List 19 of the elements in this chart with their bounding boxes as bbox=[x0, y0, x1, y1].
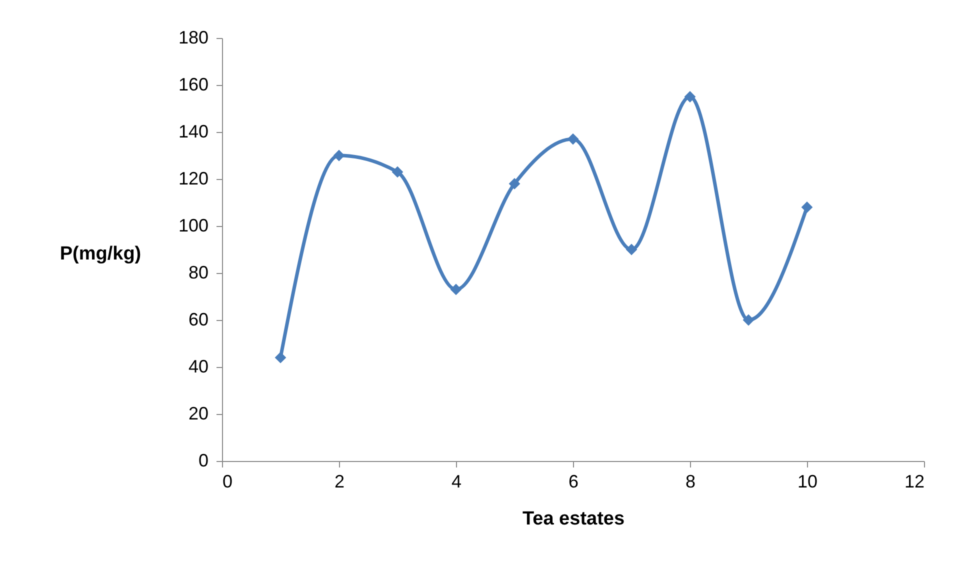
y-tick-label: 180 bbox=[178, 28, 208, 48]
x-tick-label: 8 bbox=[685, 472, 696, 492]
x-axis-title: Tea estates bbox=[522, 508, 625, 530]
x-tick-label: 0 bbox=[222, 472, 233, 492]
y-tick-label: 100 bbox=[178, 216, 208, 236]
y-tick-label: 40 bbox=[188, 356, 208, 376]
x-tick-label: 6 bbox=[568, 472, 579, 492]
y-tick-label: 120 bbox=[178, 168, 208, 188]
y-tick-label: 160 bbox=[178, 74, 208, 94]
y-tick-label: 20 bbox=[188, 404, 208, 424]
x-tick-label: 10 bbox=[797, 472, 818, 492]
x-tick-label: 2 bbox=[334, 472, 345, 492]
y-tick-label: 60 bbox=[188, 310, 208, 330]
y-tick-label: 140 bbox=[178, 122, 208, 142]
y-tick-label: 0 bbox=[198, 450, 208, 470]
y-axis-title: P(mg/kg) bbox=[60, 244, 142, 264]
y-tick-label: 80 bbox=[188, 262, 208, 282]
x-tick-label: 4 bbox=[451, 472, 462, 492]
x-tick-label: 12 bbox=[904, 472, 924, 492]
